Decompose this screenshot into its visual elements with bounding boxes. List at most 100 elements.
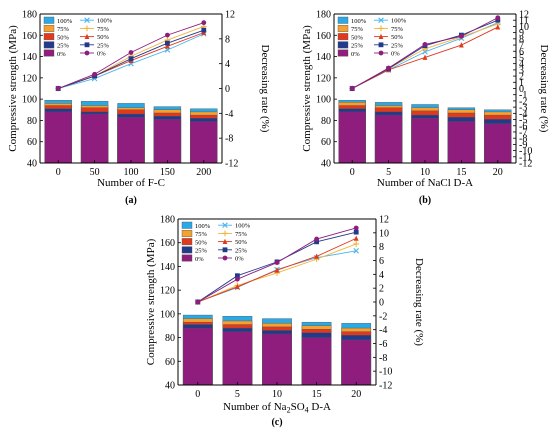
bar-0pct-10: [262, 333, 292, 386]
legend-bar-label: 100%: [57, 18, 73, 25]
legend-line-marker: [222, 230, 228, 237]
y-tick-label: 40: [165, 381, 175, 392]
legend-line-label: 0%: [97, 51, 106, 58]
y2-tick-label: -5: [519, 115, 527, 126]
line-0pct: [197, 227, 357, 303]
legend-bar-swatch: [43, 16, 55, 24]
point-100pct-20: [353, 248, 359, 254]
legend-bar-label: 75%: [195, 231, 208, 238]
legend-line-label: 0%: [235, 256, 244, 263]
y2-tick-label: 12: [379, 215, 389, 226]
point-25pct-150: [165, 40, 170, 46]
point-0pct-15: [459, 33, 464, 39]
y2-tick-label: -8: [225, 134, 233, 145]
x-tick-label: 50: [90, 167, 100, 178]
legend-bar-swatch: [337, 16, 349, 24]
legend-line-marker: [378, 17, 384, 23]
y-tick-label: 120: [160, 286, 175, 297]
point-0pct-200: [201, 20, 207, 26]
legend-bar-label: 100%: [195, 223, 211, 230]
y2-tick-label: 2: [379, 284, 384, 295]
legend-bar-label: 0%: [351, 51, 360, 58]
y2-tick-label: -10: [379, 367, 392, 378]
point-0pct-15: [314, 236, 319, 242]
point-50pct-15: [459, 42, 464, 48]
legend-bar-label: 100%: [351, 18, 367, 25]
legend-bar-label: 25%: [57, 43, 70, 50]
bar-0pct-50: [80, 113, 109, 164]
y2-tick-label: -8: [519, 134, 527, 145]
legend-line-label: 75%: [97, 26, 110, 33]
legend-line-label: 25%: [235, 247, 248, 254]
panel-label: (c): [271, 417, 282, 428]
legend-line-label: 100%: [235, 223, 251, 230]
y-tick-label: 80: [165, 333, 175, 344]
y2-tick-label: 12: [225, 10, 235, 21]
y-tick-label: 60: [27, 137, 37, 148]
y-tick-label: 80: [321, 116, 331, 127]
point-0pct-20: [353, 225, 359, 231]
bar-0pct-20: [484, 123, 512, 164]
legend-bar-swatch: [43, 49, 55, 57]
point-25pct-100: [128, 56, 134, 62]
x-tick-label: 10: [420, 167, 430, 178]
point-0pct-5: [386, 65, 391, 71]
x-tick-label: 20: [493, 167, 503, 178]
legend-line-marker: [222, 247, 228, 253]
y2-tick-label: -12: [379, 381, 392, 392]
point-50pct-5: [235, 283, 240, 290]
y-axis-title: Compressive strength (MPa): [301, 25, 313, 152]
y-tick-label: 160: [22, 31, 37, 42]
legend-line-label: 100%: [391, 18, 407, 25]
legend-line-label: 25%: [391, 42, 404, 49]
legend-line-marker: [222, 238, 228, 244]
y-tick-label: 80: [27, 116, 37, 127]
bar-0pct-100: [117, 117, 145, 164]
x-axis-title: Number of F-C: [97, 177, 165, 189]
point-50pct-10: [274, 267, 280, 273]
point-0pct-150: [165, 32, 170, 38]
legend-line-marker: [84, 33, 90, 39]
y-tick-label: 140: [160, 262, 175, 273]
legend-line-marker: [84, 17, 90, 23]
point-0pct-100: [128, 50, 134, 55]
legend-line-label: 50%: [235, 239, 248, 246]
legend-line-marker: [378, 33, 384, 39]
bar-0pct-0: [44, 111, 72, 164]
legend-bar-label: 0%: [57, 51, 66, 58]
y-axis-title: Compressive strength (MPa): [7, 25, 19, 152]
bar-0pct-15: [447, 121, 476, 164]
y2-tick-label: 0: [519, 84, 524, 95]
y2-tick-label: -4: [379, 325, 387, 336]
y2-tick-label: 4: [379, 270, 384, 281]
y2-tick-label: -3: [519, 103, 527, 114]
point-0pct-0: [349, 86, 355, 91]
legend-line-marker: [222, 222, 228, 228]
legend-bar-label: 75%: [351, 26, 364, 33]
bar-0pct-150: [153, 119, 182, 164]
y2-tick-label: 9: [519, 28, 524, 39]
bar-0pct-200: [190, 121, 218, 164]
y2-axis-title: Decreasing rate (%): [259, 45, 271, 133]
point-0pct-5: [235, 276, 240, 282]
y-tick-label: 160: [316, 31, 331, 42]
y2-tick-label: -8: [379, 353, 387, 364]
y-tick-label: 180: [160, 215, 175, 226]
y2-tick-label: -6: [519, 121, 527, 132]
legend-bar-label: 25%: [195, 248, 208, 255]
chart-panel-c: 406080100120140160180-12-10-8-6-4-202468…: [145, 215, 425, 429]
legend-bar-swatch: [43, 33, 55, 41]
y2-tick-label: 6: [519, 47, 524, 58]
y-tick-label: 40: [27, 159, 37, 170]
legend-bar-swatch: [43, 41, 55, 49]
point-50pct-20: [495, 24, 501, 30]
y2-tick-label: -1: [519, 90, 527, 101]
y2-tick-label: -11: [519, 152, 532, 163]
y2-tick-label: 2: [519, 72, 524, 83]
chart-panel-b: 406080100120140160180-12-11-10-9-8-7-6-5…: [301, 10, 550, 207]
y-tick-label: 40: [321, 159, 331, 170]
legend-bar-swatch: [337, 33, 349, 41]
bar-0pct-15: [301, 337, 332, 386]
y-tick-label: 120: [316, 73, 331, 84]
